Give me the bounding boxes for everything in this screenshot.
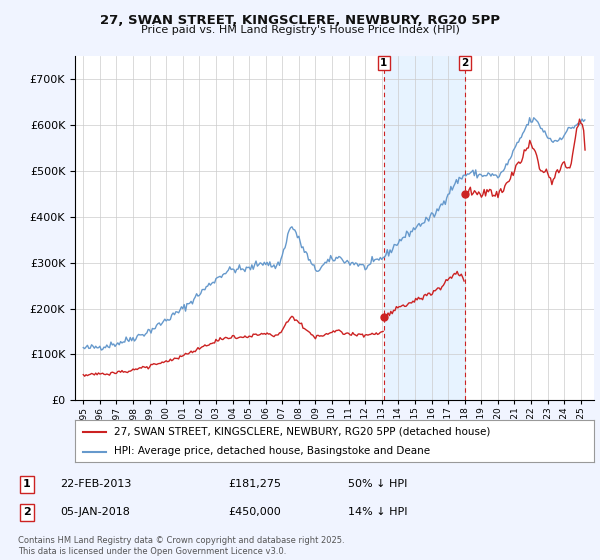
Text: Price paid vs. HM Land Registry's House Price Index (HPI): Price paid vs. HM Land Registry's House … (140, 25, 460, 35)
Text: 2: 2 (461, 58, 469, 68)
Text: HPI: Average price, detached house, Basingstoke and Deane: HPI: Average price, detached house, Basi… (114, 446, 430, 456)
Bar (384, 56, 465, 400)
Text: 22-FEB-2013: 22-FEB-2013 (60, 479, 131, 489)
Text: 1: 1 (380, 58, 388, 68)
Text: 1: 1 (23, 479, 31, 489)
Text: Contains HM Land Registry data © Crown copyright and database right 2025.
This d: Contains HM Land Registry data © Crown c… (18, 536, 344, 556)
Text: 14% ↓ HPI: 14% ↓ HPI (348, 507, 407, 517)
Text: 05-JAN-2018: 05-JAN-2018 (60, 507, 130, 517)
Text: 50% ↓ HPI: 50% ↓ HPI (348, 479, 407, 489)
Text: £450,000: £450,000 (228, 507, 281, 517)
Text: 27, SWAN STREET, KINGSCLERE, NEWBURY, RG20 5PP: 27, SWAN STREET, KINGSCLERE, NEWBURY, RG… (100, 14, 500, 27)
Text: £181,275: £181,275 (228, 479, 281, 489)
Text: 27, SWAN STREET, KINGSCLERE, NEWBURY, RG20 5PP (detached house): 27, SWAN STREET, KINGSCLERE, NEWBURY, RG… (114, 427, 490, 437)
Text: 2: 2 (23, 507, 31, 517)
